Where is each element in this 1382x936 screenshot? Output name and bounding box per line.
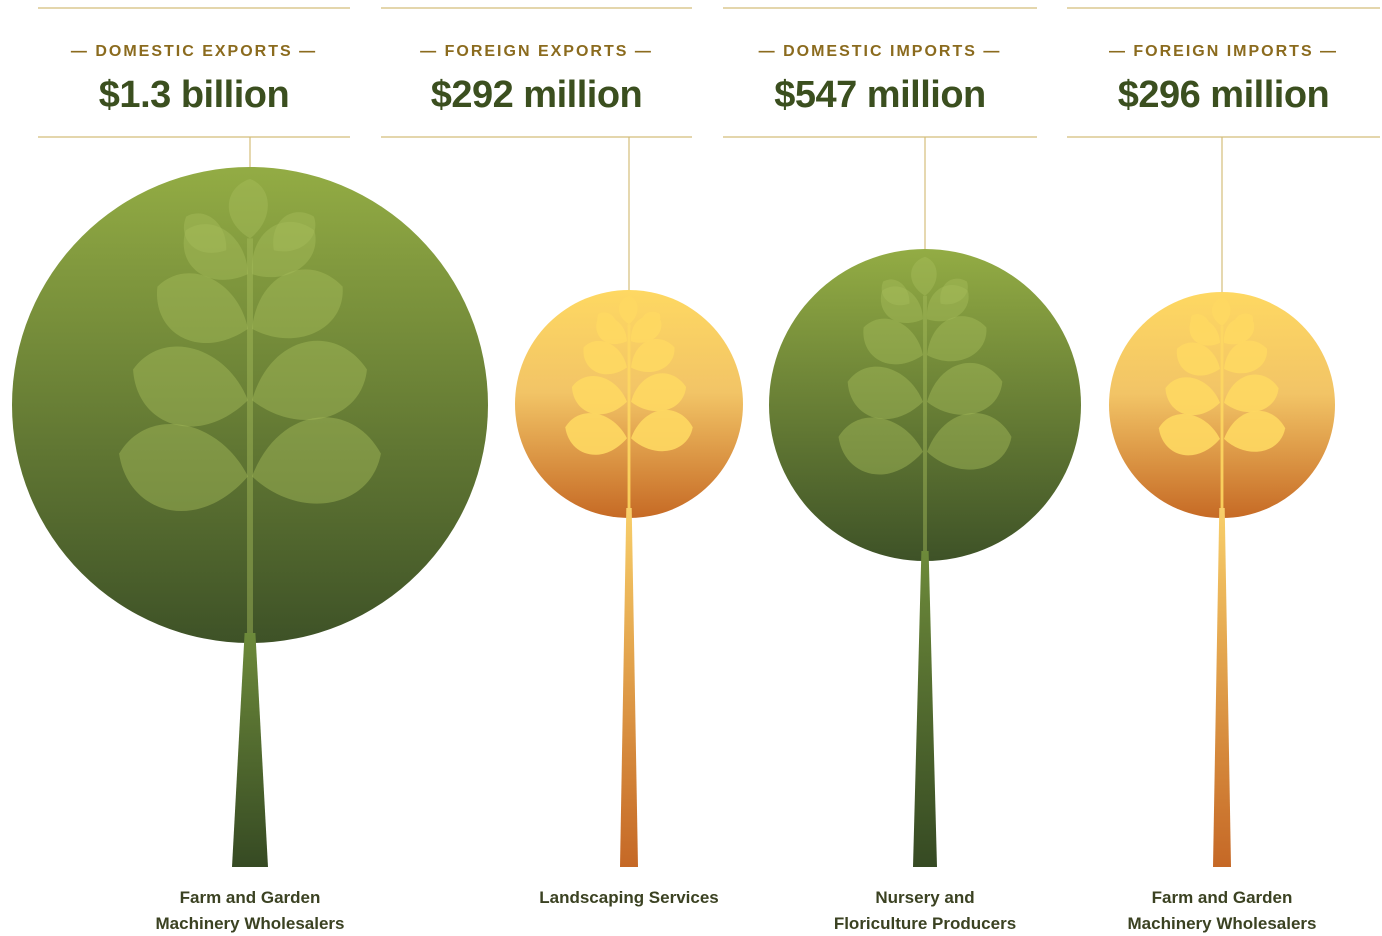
leaf: [119, 424, 248, 511]
leaf: [273, 212, 316, 252]
panel-value: $292 million: [431, 74, 643, 116]
leaf: [1224, 410, 1286, 452]
panel: — DOMESTIC EXPORTS — $1.3 billion Farm and…: [12, 7, 488, 933]
leaf: [571, 375, 627, 415]
leaf: [583, 340, 627, 375]
leaf: [252, 417, 381, 504]
tree-crown: [12, 167, 488, 643]
leaf: [631, 409, 693, 452]
panel: — FOREIGN IMPORTS — $296 million Farm and …: [1067, 7, 1380, 933]
category-label: Landscaping Services: [539, 888, 719, 907]
leaf: [631, 339, 675, 372]
leaf: [631, 373, 687, 412]
leaf: [940, 278, 968, 305]
category-label: Machinery Wholesalers: [156, 914, 345, 933]
leaf: [251, 221, 316, 278]
leaf: [863, 318, 923, 365]
category-label: Floriculture Producers: [834, 914, 1016, 933]
leaf: [1224, 374, 1279, 413]
leaf: [252, 269, 343, 339]
panel: — DOMESTIC IMPORTS — $547 million Nursery …: [723, 7, 1081, 933]
leaf: [252, 340, 367, 420]
panel-label: — FOREIGN EXPORTS —: [420, 43, 653, 60]
tree-trunk: [232, 633, 268, 867]
leaf: [927, 316, 987, 362]
leaf: [1158, 414, 1220, 456]
leaf: [1211, 297, 1231, 326]
leaf: [927, 413, 1012, 470]
leaf: [1190, 314, 1211, 333]
tree-trunk: [1213, 508, 1231, 867]
leaf: [157, 273, 248, 343]
leaf: [1233, 313, 1254, 333]
leaf: [881, 279, 910, 306]
leaf: [640, 311, 661, 331]
panel-value: $1.3 billion: [99, 74, 289, 116]
leaf: [838, 417, 923, 475]
leaf: [133, 346, 248, 427]
panel-label: — DOMESTIC IMPORTS —: [759, 43, 1002, 60]
category-label: Farm and Garden: [180, 888, 321, 907]
panel-value: $296 million: [1118, 74, 1330, 116]
leaf: [911, 256, 937, 296]
panel-label: — FOREIGN IMPORTS —: [1109, 43, 1338, 60]
tree-trunk: [913, 551, 937, 867]
leaf: [1165, 377, 1220, 416]
leaf: [1224, 340, 1268, 374]
leaf: [618, 295, 638, 325]
leaf: [183, 224, 248, 280]
tree-crown: [769, 249, 1081, 561]
category-label: Nursery and: [875, 888, 974, 907]
leaf: [565, 413, 627, 455]
leaf: [927, 362, 1003, 415]
leaf: [597, 312, 618, 332]
leaf: [880, 286, 923, 323]
panel-value: $547 million: [774, 74, 986, 116]
panel: — FOREIGN EXPORTS — $292 million Landscapi…: [381, 7, 743, 907]
panel-label: — DOMESTIC EXPORTS —: [71, 43, 317, 60]
leaf: [183, 213, 227, 253]
leaf: [847, 366, 923, 419]
tree-trunk: [620, 508, 638, 867]
leaf: [1176, 342, 1220, 376]
category-label: Farm and Garden: [1152, 888, 1293, 907]
leaf: [926, 285, 969, 322]
category-label: Machinery Wholesalers: [1128, 914, 1317, 933]
leaf: [228, 178, 268, 239]
